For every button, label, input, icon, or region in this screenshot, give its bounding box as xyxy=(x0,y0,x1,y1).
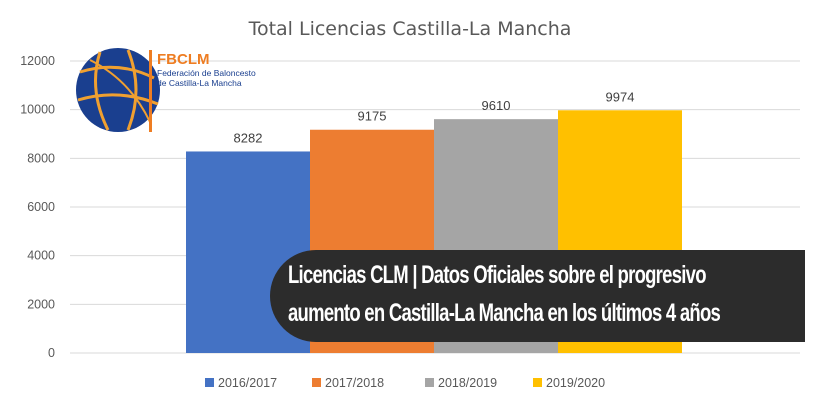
legend-swatch xyxy=(312,378,321,387)
headline-line-2: aumento en Castilla-La Mancha en los últ… xyxy=(288,299,721,327)
y-tick-label: 12000 xyxy=(20,54,55,68)
data-label: 9610 xyxy=(482,98,511,113)
legend-label: 2016/2017 xyxy=(218,376,277,390)
data-labels: 8282 9175 9610 9974 xyxy=(234,89,635,145)
y-axis-ticks: 0 2000 4000 6000 8000 10000 12000 xyxy=(20,54,55,360)
fbclm-logo: FBCLM Federación de Baloncesto de Castil… xyxy=(76,48,256,132)
y-tick-label: 6000 xyxy=(27,200,55,214)
chart-title: Total Licencias Castilla-La Mancha xyxy=(248,18,572,40)
logo-subtitle-line1: Federación de Baloncesto xyxy=(157,68,256,78)
y-tick-label: 4000 xyxy=(27,249,55,263)
legend-label: 2019/2020 xyxy=(546,376,605,390)
headline-banner: Licencias CLM | Datos Oficiales sobre el… xyxy=(270,250,805,342)
legend: 2016/2017 2017/2018 2018/2019 2019/2020 xyxy=(205,376,605,390)
y-tick-label: 8000 xyxy=(27,151,55,165)
y-tick-label: 2000 xyxy=(27,297,55,311)
legend-label: 2018/2019 xyxy=(438,376,497,390)
legend-label: 2017/2018 xyxy=(325,376,384,390)
legend-swatch xyxy=(425,378,434,387)
data-label: 8282 xyxy=(234,130,263,145)
headline-line-1: Licencias CLM | Datos Oficiales sobre el… xyxy=(288,261,706,289)
basketball-icon xyxy=(76,48,160,132)
legend-swatch xyxy=(533,378,542,387)
legend-swatch xyxy=(205,378,214,387)
logo-subtitle-line2: de Castilla-La Mancha xyxy=(157,78,242,88)
y-tick-label: 10000 xyxy=(20,103,55,117)
data-label: 9974 xyxy=(606,89,635,104)
logo-divider xyxy=(149,50,152,132)
data-label: 9175 xyxy=(358,109,387,124)
logo-name: FBCLM xyxy=(157,51,210,68)
y-tick-label: 0 xyxy=(48,346,55,360)
